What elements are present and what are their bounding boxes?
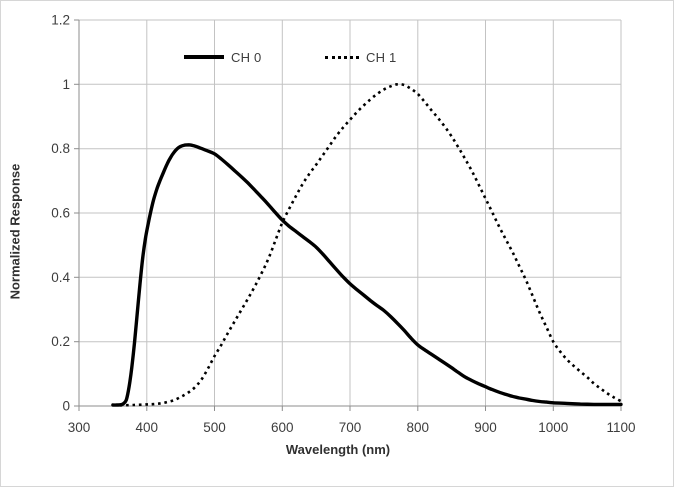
y-tick-label: 1.2 (51, 13, 70, 28)
x-tick-label: 800 (407, 420, 430, 435)
y-tick-label: 0.6 (51, 206, 70, 221)
ch1-dotted-line-swatch (325, 55, 359, 59)
ch1-curve (119, 82, 622, 407)
x-tick-label: 900 (474, 420, 497, 435)
legend-label-ch0: CH 0 (231, 49, 262, 65)
legend-item-ch0: CH 0 (184, 48, 261, 66)
x-axis-title: Wavelength (nm) (285, 442, 391, 457)
y-axis-title: Normalized Response (7, 163, 23, 300)
y-tick-label: 0.2 (51, 334, 70, 349)
x-tick-label: 1000 (538, 420, 568, 435)
ch0-curve (111, 143, 623, 407)
x-tick-label: 400 (136, 420, 159, 435)
x-tick-label: 1100 (606, 420, 635, 435)
x-tick-label: 700 (339, 420, 362, 435)
legend-item-ch1: CH 1 (325, 48, 396, 66)
x-tick-label: 300 (68, 420, 91, 435)
ch0-solid-line-swatch (184, 55, 224, 59)
y-tick-label: 1 (62, 77, 70, 92)
x-tick-label: 500 (203, 420, 226, 435)
legend-label-ch1: CH 1 (366, 49, 397, 65)
y-tick-label: 0 (62, 399, 70, 414)
y-tick-label: 0.4 (51, 270, 70, 285)
y-tick-label: 0.8 (51, 141, 70, 156)
x-tick-label: 600 (271, 420, 294, 435)
